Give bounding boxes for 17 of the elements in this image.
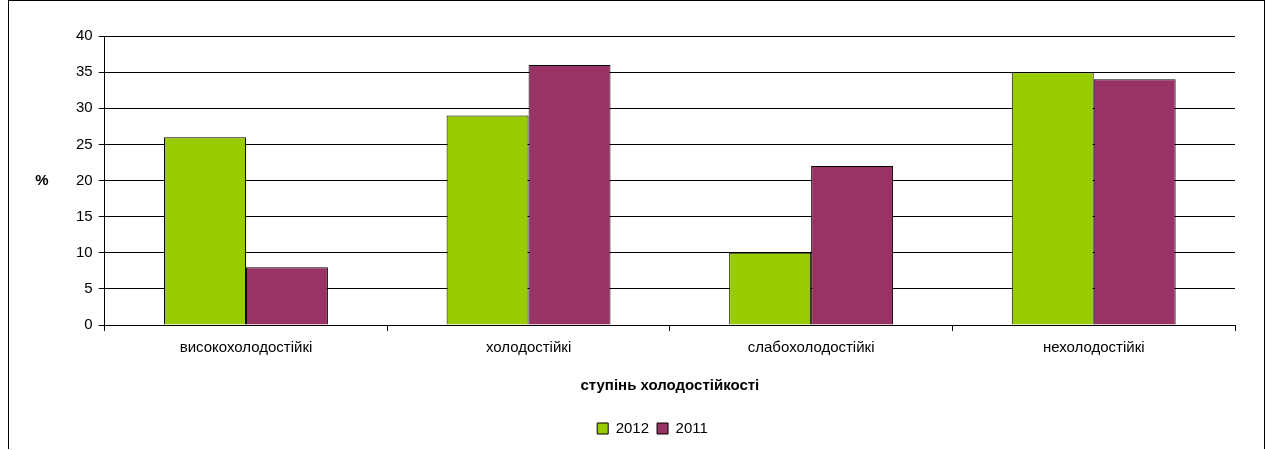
y-tick-label: 40 (76, 26, 93, 44)
y-tick-label: 0 (84, 315, 93, 333)
y-tick-label: 30 (76, 98, 93, 116)
legend-label: 2011 (675, 418, 708, 436)
y-tick-label: 10 (76, 242, 93, 260)
legend-label: 2012 (615, 418, 650, 436)
x-tick-label: холодостійкі (485, 338, 572, 356)
x-tick-label: слабохолодостійкі (747, 338, 875, 356)
y-tick-label: 20 (76, 170, 93, 188)
x-axis-title: ступінь холодостійкості (580, 376, 760, 394)
y-tick-label: 25 (76, 134, 93, 152)
y-tick-label: 15 (76, 206, 93, 224)
y-tick-label: 35 (76, 62, 93, 80)
y-tick-label: 5 (84, 279, 93, 297)
y-axis-title: % (35, 170, 49, 188)
x-tick-label: високохолодостійкі (179, 338, 313, 356)
x-tick-label: нехолодостійкі (1042, 338, 1145, 356)
